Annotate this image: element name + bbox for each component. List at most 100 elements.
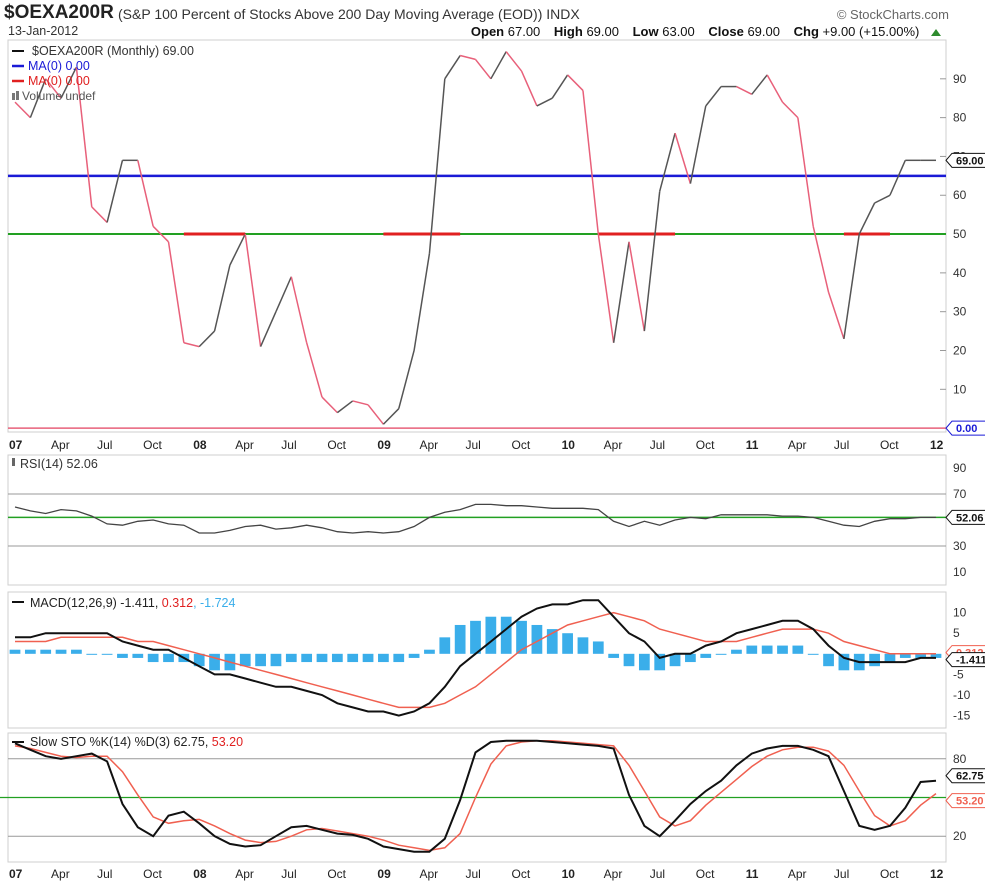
price-segment bbox=[413, 253, 431, 351]
macd-hist-bar bbox=[823, 653, 834, 667]
volume-icon-bar bbox=[16, 91, 19, 100]
rsi-y-tick-label: 70 bbox=[953, 487, 967, 501]
x-axis-label-bottom: Oct bbox=[880, 867, 899, 881]
x-axis-label-bottom: Jul bbox=[97, 867, 112, 881]
rsi-y-tick-label: 90 bbox=[953, 461, 967, 475]
price-segment bbox=[60, 66, 78, 99]
macd-y-tick-label: -5 bbox=[953, 667, 964, 681]
price-y-tick-label: 30 bbox=[953, 305, 967, 319]
macd-hist-bar bbox=[86, 653, 98, 655]
x-axis-label: Oct bbox=[880, 438, 899, 452]
price-segment bbox=[520, 70, 538, 107]
price-y-tick-label: 80 bbox=[953, 111, 967, 125]
macd-hist-bar bbox=[439, 637, 451, 654]
macd-hist-bar bbox=[255, 653, 266, 667]
price-y-tick-label: 20 bbox=[953, 343, 967, 357]
macd-hist-bar bbox=[147, 653, 159, 663]
price-segment bbox=[736, 85, 753, 96]
legend-ma-blue: MA(0) 0.00 bbox=[28, 59, 90, 73]
close-value: 69.00 bbox=[747, 24, 780, 39]
price-segment bbox=[567, 74, 584, 91]
macd-hist-bar bbox=[869, 653, 880, 667]
macd-hist-bar bbox=[669, 653, 681, 667]
x-axis-label-bottom: Jul bbox=[281, 867, 296, 881]
price-segment bbox=[244, 233, 262, 347]
macd-hist-bar bbox=[546, 629, 558, 654]
price-segment bbox=[428, 78, 446, 254]
macd-hist-bar bbox=[101, 653, 113, 655]
price-segment bbox=[91, 206, 108, 223]
macd-y-tick-label: 10 bbox=[953, 606, 967, 620]
rsi-panel-frame bbox=[7, 454, 947, 586]
copyright-text[interactable]: © StockCharts.com bbox=[836, 7, 949, 22]
high-value: 69.00 bbox=[586, 24, 619, 39]
price-segment bbox=[474, 58, 492, 80]
macd-hist-bar bbox=[408, 653, 420, 658]
macd-hist-bar bbox=[592, 641, 604, 654]
chg-value: +9.00 (+15.00%) bbox=[822, 24, 920, 39]
x-axis-label-bottom: Jul bbox=[834, 867, 849, 881]
x-axis-label: 11 bbox=[746, 438, 759, 452]
x-axis-label-bottom: Apr bbox=[788, 867, 807, 881]
price-segment bbox=[137, 160, 154, 227]
macd-hist-bar bbox=[209, 653, 220, 671]
x-axis-label-bottom: 11 bbox=[746, 867, 759, 881]
price-segment bbox=[75, 67, 93, 207]
macd-hist-bar bbox=[531, 624, 543, 654]
high-label: High bbox=[553, 24, 583, 39]
price-segment bbox=[459, 54, 476, 61]
macd-hist-bar bbox=[301, 653, 313, 663]
x-axis-label-bottom: Apr bbox=[604, 867, 623, 881]
price-last-value-tag bbox=[945, 152, 985, 168]
macd-last-value: -1.411 bbox=[956, 655, 985, 667]
macd-legend-hist: , -1.724 bbox=[193, 596, 235, 610]
macd-hist-bar bbox=[623, 653, 635, 667]
price-segment bbox=[490, 51, 507, 80]
macd-hist-bar bbox=[239, 653, 251, 667]
macd-hist-bar bbox=[40, 649, 52, 654]
price-segment bbox=[674, 132, 692, 184]
macd-hist-bar bbox=[331, 653, 343, 663]
price-segment bbox=[705, 86, 722, 107]
sto-y-tick-label: 20 bbox=[953, 829, 967, 843]
macd-hist-bar bbox=[777, 645, 788, 654]
macd-hist-bar bbox=[731, 649, 742, 654]
macd-hist-bar bbox=[378, 653, 389, 663]
macd-hist-bar bbox=[577, 637, 589, 654]
x-axis-label: Jul bbox=[97, 438, 112, 452]
macd-hist-bar bbox=[347, 653, 359, 663]
macd-hist-bar bbox=[838, 653, 850, 671]
x-axis-label: Apr bbox=[604, 438, 623, 452]
x-axis-label: Oct bbox=[143, 438, 162, 452]
macd-legend-signal: 0.312 bbox=[162, 596, 193, 610]
macd-legend-value: MACD(12,26,9) -1.411, bbox=[30, 596, 162, 610]
sto-d-value: 53.20 bbox=[956, 796, 984, 808]
price-segment bbox=[827, 292, 845, 340]
rsi-last-value: 52.06 bbox=[956, 512, 984, 524]
price-segment bbox=[45, 78, 62, 99]
macd-legend: MACD(12,26,9) -1.411, 0.312, -1.724 bbox=[30, 596, 235, 610]
macd-hist-bar bbox=[562, 633, 573, 654]
x-axis-label: Apr bbox=[788, 438, 807, 452]
chart-header: $OEXA200R (S&P 100 Percent of Stocks Abo… bbox=[0, 0, 985, 40]
macd-hist-bar bbox=[71, 649, 82, 654]
price-segment bbox=[183, 342, 200, 348]
macd-line bbox=[15, 599, 936, 717]
macd-hist-bar bbox=[470, 620, 481, 654]
price-segment bbox=[751, 74, 768, 95]
price-segment bbox=[229, 233, 246, 266]
x-axis-label: Jul bbox=[466, 438, 481, 452]
open-label: Open bbox=[470, 24, 505, 39]
sto-legend-d: 53.20 bbox=[212, 735, 243, 749]
x-axis-label-bottom: Jul bbox=[466, 867, 481, 881]
close-label: Close bbox=[708, 24, 744, 39]
price-segment bbox=[106, 160, 124, 223]
macd-hist-bar bbox=[516, 620, 527, 654]
rsi-y-tick-label: 30 bbox=[953, 539, 967, 553]
open-value: 67.00 bbox=[507, 24, 541, 39]
macd-signal-line bbox=[15, 611, 936, 709]
x-axis-label-bottom: 10 bbox=[562, 867, 576, 881]
price-segment bbox=[582, 90, 600, 235]
price-segment bbox=[259, 311, 277, 347]
